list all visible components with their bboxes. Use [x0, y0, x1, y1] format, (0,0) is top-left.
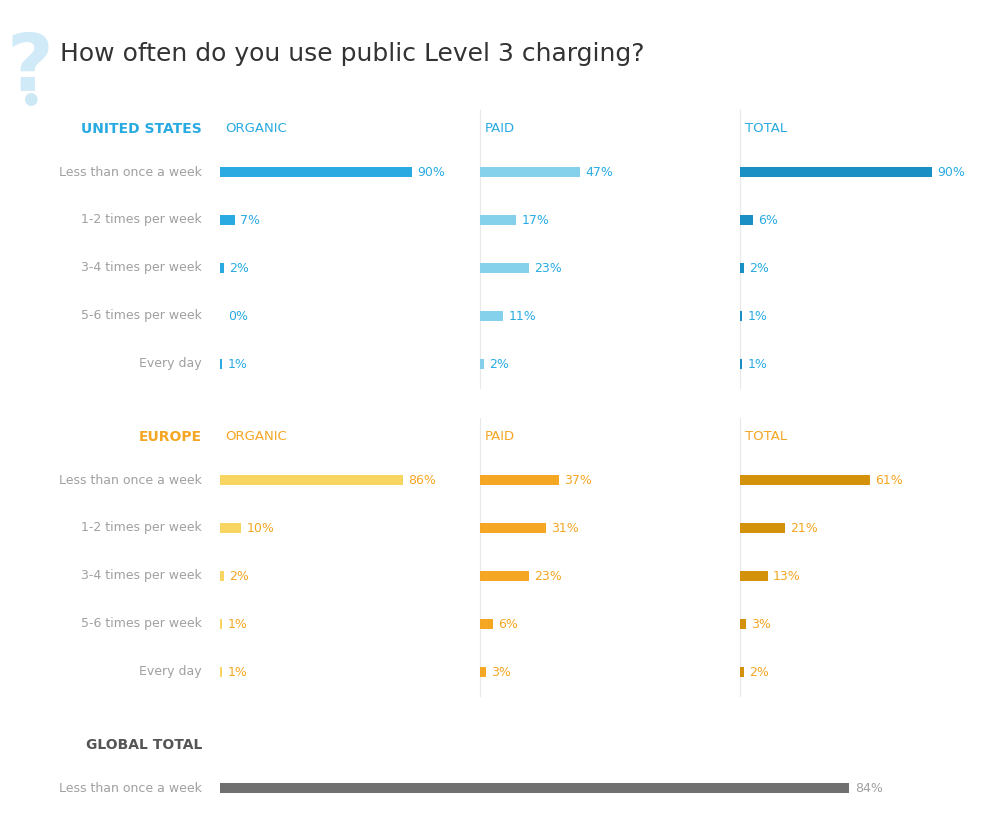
Text: TOTAL: TOTAL: [745, 122, 787, 135]
Bar: [740, 167, 932, 177]
Text: 1%: 1%: [228, 666, 248, 678]
Text: 6%: 6%: [498, 618, 517, 630]
Bar: [220, 263, 224, 273]
Bar: [480, 523, 546, 533]
Text: 1%: 1%: [748, 310, 768, 322]
Text: ORGANIC: ORGANIC: [225, 122, 287, 135]
Text: 2%: 2%: [229, 262, 249, 274]
Text: 23%: 23%: [534, 569, 561, 582]
Bar: [740, 571, 768, 581]
Bar: [220, 475, 404, 485]
Bar: [740, 475, 870, 485]
Text: TOTAL: TOTAL: [745, 430, 787, 444]
Bar: [220, 667, 222, 677]
Bar: [740, 263, 745, 273]
Text: Less than once a week: Less than once a week: [59, 473, 202, 487]
Text: 7%: 7%: [240, 213, 260, 226]
Bar: [480, 359, 485, 369]
Bar: [740, 215, 753, 225]
Text: 3%: 3%: [492, 666, 511, 678]
Bar: [480, 311, 503, 321]
Text: 0%: 0%: [228, 310, 248, 322]
Text: Less than once a week: Less than once a week: [59, 165, 202, 178]
Text: 1%: 1%: [228, 618, 248, 630]
Text: ●: ●: [23, 90, 37, 108]
Bar: [480, 619, 493, 629]
Text: 31%: 31%: [551, 521, 579, 534]
Text: PAID: PAID: [485, 122, 515, 135]
Bar: [220, 619, 222, 629]
Text: 61%: 61%: [875, 473, 903, 487]
Text: ORGANIC: ORGANIC: [225, 430, 287, 444]
Text: 17%: 17%: [521, 213, 549, 226]
Bar: [480, 475, 559, 485]
Text: GLOBAL TOTAL: GLOBAL TOTAL: [86, 738, 202, 752]
Text: EUROPE: EUROPE: [139, 430, 202, 444]
Text: 1-2 times per week: 1-2 times per week: [81, 213, 202, 226]
Bar: [480, 571, 529, 581]
Text: Less than once a week: Less than once a week: [59, 781, 202, 795]
Bar: [740, 619, 747, 629]
Text: 3%: 3%: [752, 618, 772, 630]
Text: 2%: 2%: [490, 358, 509, 371]
Text: 84%: 84%: [855, 781, 883, 795]
Text: 10%: 10%: [246, 521, 274, 534]
Text: 5-6 times per week: 5-6 times per week: [81, 618, 202, 630]
Text: 47%: 47%: [585, 165, 613, 178]
Text: 3-4 times per week: 3-4 times per week: [81, 569, 202, 582]
Text: 3-4 times per week: 3-4 times per week: [81, 262, 202, 274]
Bar: [480, 167, 580, 177]
Text: Every day: Every day: [140, 666, 202, 678]
Bar: [220, 523, 241, 533]
Bar: [220, 359, 222, 369]
Bar: [220, 215, 235, 225]
Text: Every day: Every day: [140, 358, 202, 371]
Text: 90%: 90%: [937, 165, 965, 178]
Text: 1%: 1%: [748, 358, 768, 371]
Text: UNITED STATES: UNITED STATES: [81, 122, 202, 136]
Bar: [740, 311, 742, 321]
Text: ?: ?: [7, 30, 54, 108]
Bar: [740, 359, 742, 369]
Bar: [220, 571, 224, 581]
Text: 5-6 times per week: 5-6 times per week: [81, 310, 202, 322]
Bar: [220, 783, 849, 793]
Text: 86%: 86%: [409, 473, 437, 487]
Bar: [220, 167, 412, 177]
Bar: [740, 667, 745, 677]
Bar: [480, 263, 529, 273]
Text: 2%: 2%: [750, 262, 769, 274]
Text: 90%: 90%: [417, 165, 445, 178]
Text: 37%: 37%: [564, 473, 592, 487]
Text: 11%: 11%: [508, 310, 536, 322]
Bar: [740, 523, 785, 533]
Text: 23%: 23%: [534, 262, 561, 274]
Text: 6%: 6%: [758, 213, 778, 226]
Bar: [480, 215, 516, 225]
Text: PAID: PAID: [485, 430, 515, 444]
Text: 2%: 2%: [229, 569, 249, 582]
Text: 21%: 21%: [790, 521, 818, 534]
Text: 13%: 13%: [773, 569, 801, 582]
Text: 2%: 2%: [750, 666, 769, 678]
Bar: [480, 667, 487, 677]
Text: 1%: 1%: [228, 358, 248, 371]
Text: 1-2 times per week: 1-2 times per week: [81, 521, 202, 534]
Text: How often do you use public Level 3 charging?: How often do you use public Level 3 char…: [60, 42, 644, 66]
